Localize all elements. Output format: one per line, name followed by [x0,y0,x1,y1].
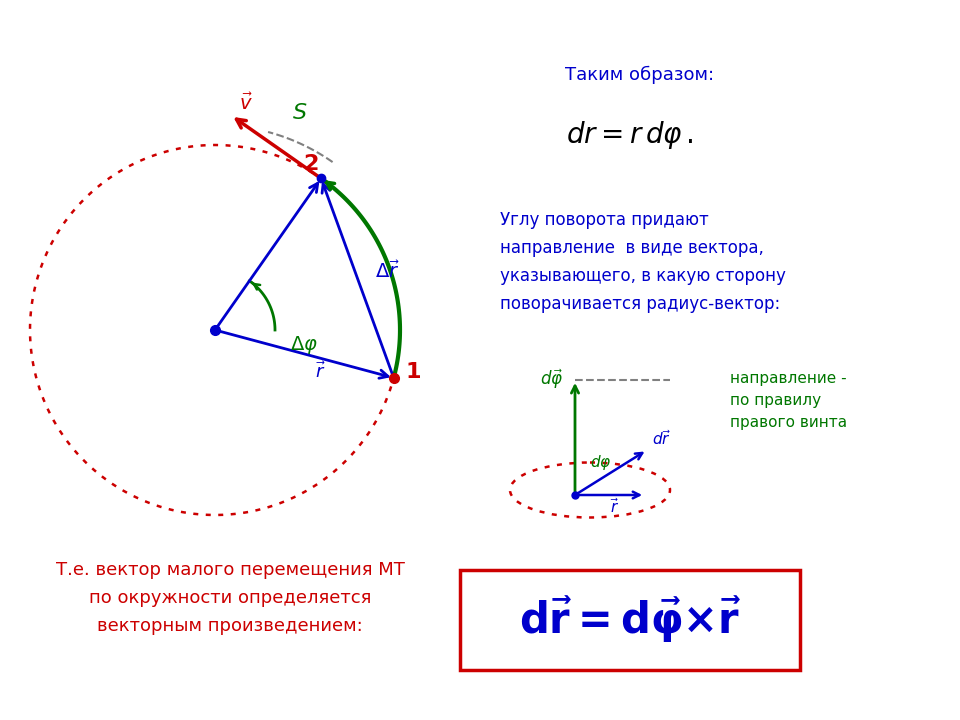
Text: $\vec{r}$: $\vec{r}$ [610,497,619,516]
Text: $d\varphi$: $d\varphi$ [590,453,612,472]
FancyBboxPatch shape [460,570,800,670]
Text: направление  в виде вектора,: направление в виде вектора, [500,239,764,257]
Text: $\Delta\varphi$: $\Delta\varphi$ [290,334,318,356]
Text: $\vec{r}$: $\vec{r}$ [315,361,326,382]
Text: поворачивается радиус-вектор:: поворачивается радиус-вектор: [500,295,780,313]
Text: по окружности определяется: по окружности определяется [89,589,372,607]
Text: Таким образом:: Таким образом: [565,66,714,84]
Text: Углу поворота придают: Углу поворота придают [500,211,708,229]
Text: по правилу: по правилу [730,392,821,408]
Text: направление -: направление - [730,371,847,385]
Text: правого винта: правого винта [730,415,847,430]
Text: 1: 1 [406,362,421,382]
Text: векторным произведением:: векторным произведением: [97,617,363,635]
Text: $\vec{v}$: $\vec{v}$ [239,93,252,114]
Text: $S$: $S$ [292,102,307,122]
Text: $\Delta\vec{r}$: $\Delta\vec{r}$ [375,261,400,282]
Text: $\mathit{\mathbf{d\vec{r} = d\vec{\varphi}{\times}\vec{r}}}$: $\mathit{\mathbf{d\vec{r} = d\vec{\varph… [518,595,741,645]
Text: 2: 2 [303,155,319,174]
Text: $d\vec{\varphi}$: $d\vec{\varphi}$ [540,367,564,391]
Text: $dr = r\,d\varphi\,.$: $dr = r\,d\varphi\,.$ [566,119,694,151]
Text: Т.е. вектор малого перемещения МТ: Т.е. вектор малого перемещения МТ [56,561,404,579]
Text: указывающего, в какую сторону: указывающего, в какую сторону [500,267,786,285]
Text: $d\vec{r}$: $d\vec{r}$ [652,429,671,448]
